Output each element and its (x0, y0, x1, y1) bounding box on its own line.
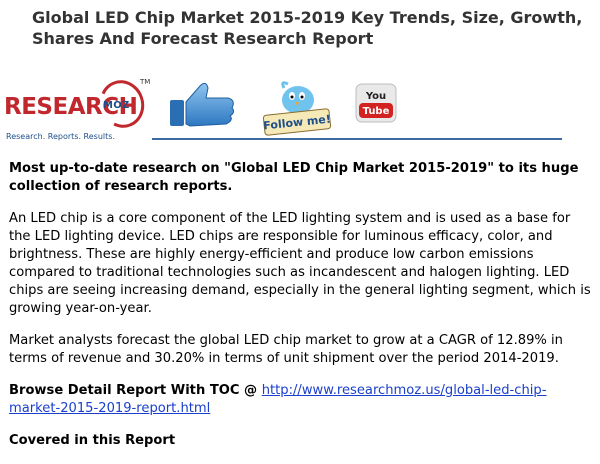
logo-tagline: Research. Reports. Results. (6, 132, 115, 141)
logo-trademark: TM (140, 78, 151, 86)
description-paragraph: An LED chip is a core component of the L… (9, 211, 591, 316)
thumbs-up-icon[interactable] (166, 80, 238, 130)
page-title: Global LED Chip Market 2015-2019 Key Tre… (32, 8, 583, 48)
header-divider (152, 138, 562, 140)
forecast-paragraph: Market analysts forecast the global LED … (9, 333, 563, 366)
youtube-you-text: You (365, 91, 386, 102)
logo-wordmark: RESEARCH (4, 94, 138, 120)
report-body: Most up-to-date research on "Global LED … (9, 160, 591, 464)
covered-heading: Covered in this Report (9, 433, 176, 448)
header-banner: RESEARCH MOZ TM Research. Reports. Resul… (0, 73, 600, 156)
report-link[interactable]: http://www.researchmoz.us/global-led-chi… (9, 383, 547, 416)
youtube-icon[interactable]: You Tube (354, 82, 398, 124)
youtube-tube-text: Tube (363, 106, 390, 117)
researchmoz-logo[interactable]: RESEARCH MOZ TM Research. Reports. Resul… (4, 73, 154, 156)
browse-line: Browse Detail Report With TOC @ http://w… (9, 382, 591, 418)
browse-label: Browse Detail Report With TOC @ (9, 383, 262, 398)
twitter-follow-icon[interactable]: Follow me! (258, 78, 336, 138)
logo-moz-text: MOZ (103, 100, 130, 111)
intro-text: Most up-to-date research on "Global LED … (9, 161, 579, 194)
